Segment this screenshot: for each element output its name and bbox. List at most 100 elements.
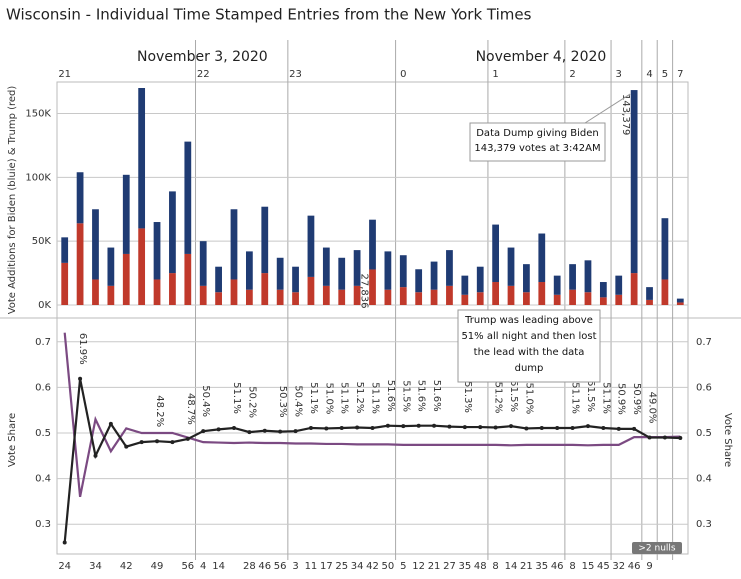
- bar: [199, 241, 207, 286]
- bar: [245, 251, 253, 290]
- bar: [169, 273, 176, 305]
- x-tick-label: 14: [212, 561, 225, 572]
- point: [616, 426, 621, 431]
- point: [416, 423, 421, 428]
- bar: [230, 209, 238, 280]
- bar: [430, 261, 438, 290]
- x-tick-label: 46: [628, 561, 641, 572]
- bar: [122, 174, 130, 254]
- point: [247, 430, 252, 435]
- x-tick-label: 28: [243, 561, 256, 572]
- point: [78, 376, 83, 381]
- bar: [184, 253, 192, 305]
- x-tick-label: 32: [612, 561, 625, 572]
- annotation-box: [457, 309, 601, 383]
- hour-label: 21: [58, 69, 71, 80]
- bar: [646, 287, 653, 300]
- x-tick-label: 8: [492, 561, 498, 572]
- point: [632, 426, 637, 431]
- hour-label: 2: [569, 69, 575, 80]
- point: [170, 440, 175, 445]
- date-label: November 4, 2020: [476, 49, 607, 65]
- point: [647, 435, 652, 440]
- x-tick-label: 35: [535, 561, 548, 572]
- annotation-text: 51% all night and then lost: [461, 331, 596, 342]
- x-tick-label: 45: [597, 561, 610, 572]
- bar: [584, 292, 592, 305]
- hour-label: 23: [289, 69, 302, 80]
- bar: [353, 250, 361, 286]
- bar: [153, 222, 161, 280]
- bar: [199, 285, 207, 305]
- point-value-label: 48.7%: [185, 393, 196, 425]
- point: [278, 429, 283, 434]
- bar: [107, 285, 115, 305]
- point: [478, 425, 483, 430]
- bar: [630, 273, 638, 305]
- chart-title: Wisconsin - Individual Time Stamped Entr…: [6, 6, 532, 24]
- bar: [584, 260, 592, 293]
- x-tick-label: 50: [382, 561, 395, 572]
- point: [585, 424, 590, 429]
- point-value-label: 50.3%: [277, 386, 288, 418]
- bar: [61, 262, 69, 305]
- badge-text: >2 nulls: [638, 544, 676, 554]
- annotation-text: dump: [515, 363, 544, 374]
- bar: [676, 298, 684, 303]
- point-value-label: 50.4%: [293, 385, 304, 417]
- x-tick-label: 15: [582, 561, 595, 572]
- point: [370, 425, 375, 430]
- hour-label: 1: [492, 69, 498, 80]
- bar: [461, 294, 469, 305]
- y-tick-label: 0.4: [35, 474, 51, 485]
- bar: [76, 172, 84, 224]
- y-tick-label: 0.5: [35, 428, 51, 439]
- bar: [261, 206, 269, 274]
- point: [124, 444, 129, 449]
- point-value-label: 51.0%: [523, 383, 534, 415]
- point-value-label: 51.6%: [431, 380, 442, 412]
- y2-axis-title: Vote Share: [722, 413, 733, 467]
- bar: [307, 276, 315, 305]
- point-value-label: 51.1%: [339, 382, 350, 414]
- bar: [661, 279, 669, 305]
- x-tick-label: 21: [428, 561, 441, 572]
- bar: [215, 266, 222, 293]
- x-tick-label: 56: [274, 561, 287, 572]
- point-value-label: 51.6%: [416, 380, 427, 412]
- y-axis-title: Vote Share: [7, 413, 18, 467]
- point: [108, 421, 113, 426]
- bar: [507, 285, 515, 305]
- bar: [169, 191, 176, 274]
- bar: [476, 292, 484, 305]
- x-tick-label: 12: [412, 561, 425, 572]
- hour-label: 5: [662, 69, 668, 80]
- x-tick-label: 24: [58, 561, 71, 572]
- point-value-label: 61.9%: [77, 333, 88, 365]
- y2-tick-label: 0.4: [696, 474, 712, 485]
- bar: [92, 209, 99, 280]
- point: [308, 425, 313, 430]
- x-tick-label: 25: [335, 561, 348, 572]
- date-label: November 3, 2020: [137, 49, 268, 65]
- bar: [553, 294, 561, 305]
- annotation-arrow: [584, 93, 631, 124]
- x-tick-label: 34: [89, 561, 102, 572]
- point: [93, 453, 98, 458]
- y-tick-label: 0.3: [35, 519, 51, 530]
- point: [216, 427, 221, 432]
- point: [262, 428, 267, 433]
- bar: [538, 233, 546, 283]
- point: [432, 423, 437, 428]
- x-tick-label: 21: [520, 561, 533, 572]
- bar: [523, 292, 530, 305]
- bar: [446, 285, 453, 305]
- point-value-label: 51.1%: [370, 382, 381, 414]
- bar: [615, 275, 623, 295]
- bar: [138, 228, 146, 305]
- bar: [276, 289, 284, 305]
- point-value-label: 51.1%: [308, 382, 319, 414]
- x-tick-label: 4: [200, 561, 206, 572]
- x-tick-label: 5: [400, 561, 406, 572]
